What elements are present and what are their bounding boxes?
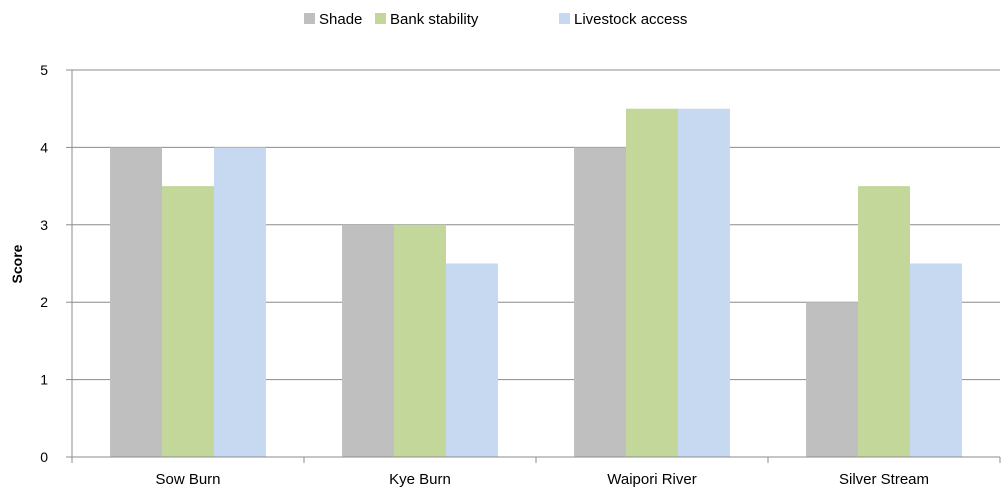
y-tick-label: 4 <box>40 139 48 155</box>
bar-livestock-access-kye-burn <box>445 263 498 457</box>
x-category-labels: Sow Burn Kye Burn Waipori River Silver Stre… <box>155 471 929 488</box>
y-tick-label: 0 <box>40 449 48 465</box>
x-category-label: Waipori River <box>607 471 696 488</box>
y-tick-label: 2 <box>40 294 48 310</box>
bar-shade-sow-burn <box>110 147 163 457</box>
bar-livestock-access-silver-stream <box>909 263 962 457</box>
bar-shade-waipori-river <box>574 147 627 457</box>
legend-label: Bank stability <box>390 11 479 28</box>
legend-label: Shade <box>319 11 362 28</box>
legend-item-livestock-access: Livestock access <box>559 11 687 28</box>
bar-bank-stability-waipori-river <box>626 108 678 457</box>
x-category-label: Sow Burn <box>155 471 220 488</box>
y-tick-label: 1 <box>40 372 48 388</box>
chart-legend: Shade Bank stability Livestock access <box>304 11 687 28</box>
bar-shade-kye-burn <box>342 224 395 457</box>
legend-item-bank-stability: Bank stability <box>375 11 479 28</box>
bar-bank-stability-sow-burn <box>162 186 214 457</box>
y-tick-labels: 0 1 2 3 4 5 <box>40 62 48 465</box>
bar-bank-stability-kye-burn <box>394 224 446 457</box>
legend-swatch <box>304 13 315 24</box>
bar-livestock-access-waipori-river <box>677 108 730 457</box>
bars <box>110 108 962 457</box>
y-tick-label: 5 <box>40 62 48 78</box>
axes <box>66 69 1001 463</box>
bar-bank-stability-silver-stream <box>858 186 910 457</box>
bar-shade-silver-stream <box>806 302 859 457</box>
legend-swatch <box>559 13 570 24</box>
x-category-label: Kye Burn <box>389 471 451 488</box>
legend-item-shade: Shade <box>304 11 362 28</box>
bar-livestock-access-sow-burn <box>213 147 266 457</box>
y-tick-label: 3 <box>40 217 48 233</box>
legend-label: Livestock access <box>574 11 687 28</box>
legend-swatch <box>375 13 386 24</box>
y-axis-label: Score <box>9 244 25 283</box>
x-category-label: Silver Stream <box>839 471 929 488</box>
